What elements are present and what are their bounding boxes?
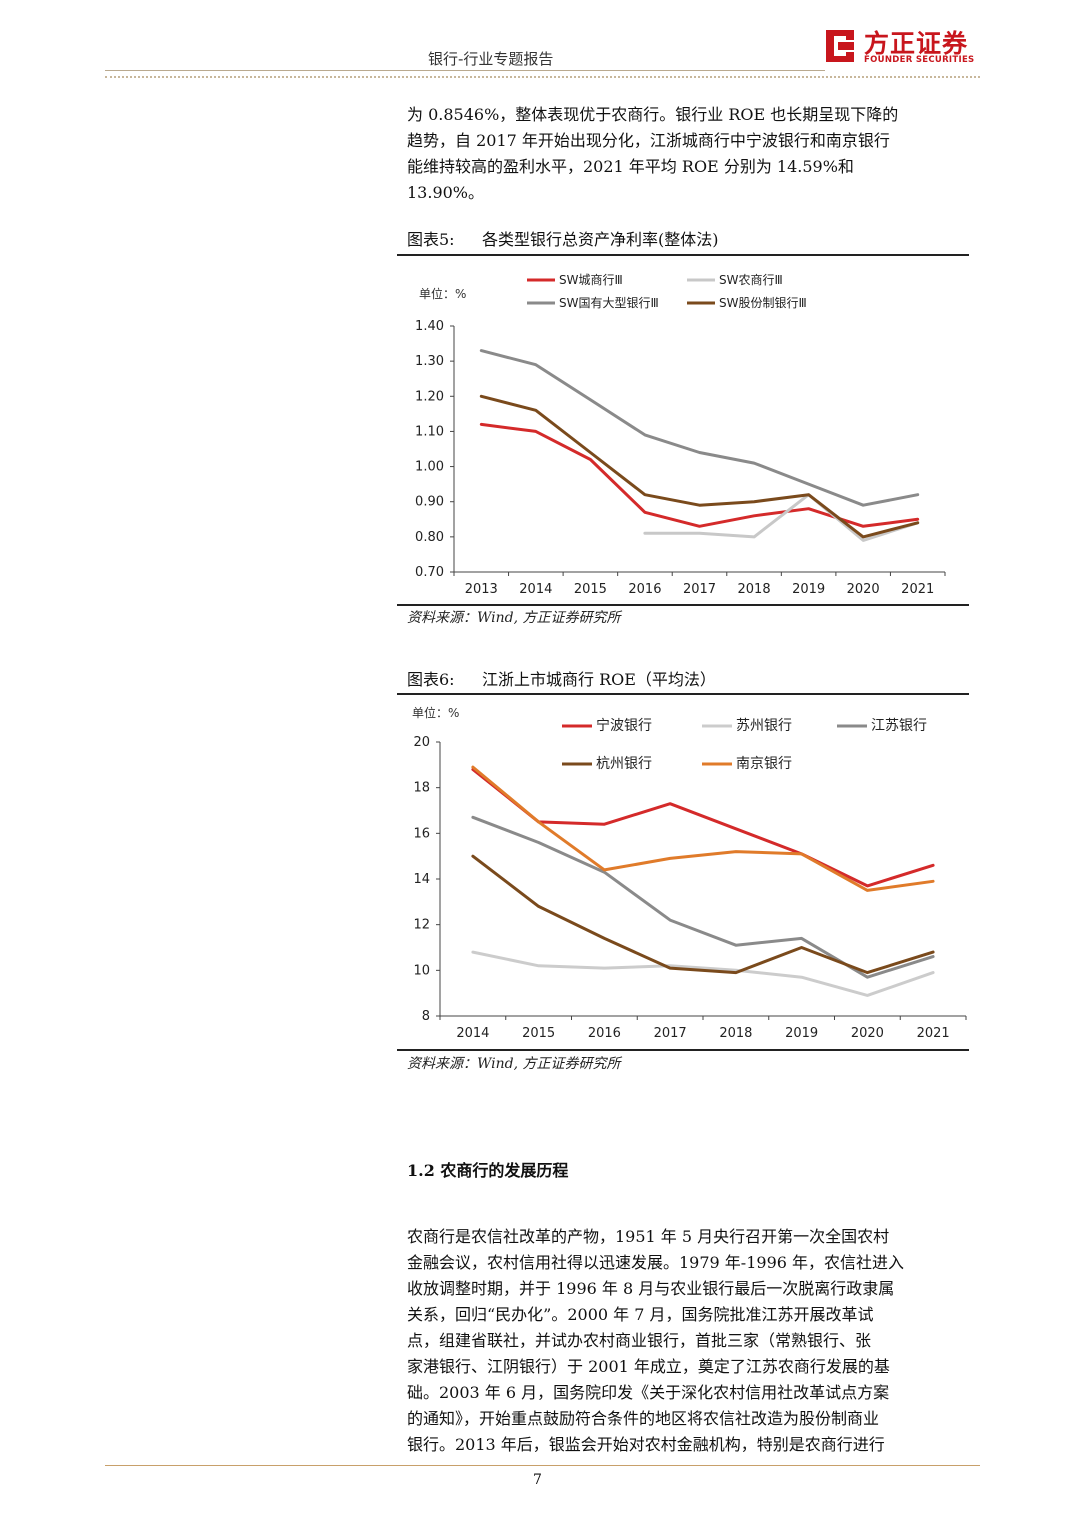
page-number: 7 <box>533 1472 542 1488</box>
section-heading: 1.2 农商行的发展历程 <box>407 1161 569 1180</box>
fig5-x-tick-label: 2016 <box>628 582 661 597</box>
figure6-source: 资料来源：Wind, 方正证券研究所 <box>407 1056 621 1072</box>
fig6-x-tick-label: 2015 <box>522 1026 555 1041</box>
header-rule <box>105 70 825 71</box>
fig6-legend-label: 苏州银行 <box>736 718 792 734</box>
fig5-series-line-0 <box>479 422 920 528</box>
fig6-series-line-2 <box>471 815 935 979</box>
body-paragraph-1: 为 0.8546%，整体表现优于农商行。银行业 ROE 也长期呈现下降的 趋势，… <box>407 105 899 202</box>
fig5-x-tick-label: 2015 <box>574 582 607 597</box>
fig5-legend-label: SW城商行Ⅲ <box>559 272 623 287</box>
fig5-x-tick-label: 2013 <box>465 582 498 597</box>
figure5-label: 图表5: <box>407 230 455 249</box>
logo-subtext: FOUNDER SECURITIES <box>864 55 975 65</box>
fig5-legend-label: SW股份制银行Ⅲ <box>719 296 807 310</box>
figure6-title-text: 江浙上市城商行 ROE（平均法） <box>482 670 716 689</box>
fig5-y-tick-label: 1.20 <box>415 389 444 404</box>
fig5-series-line-1 <box>643 493 920 542</box>
fig5-x-tick-label: 2018 <box>738 582 771 597</box>
fig5-y-tick-label: 1.10 <box>415 424 444 439</box>
fig6-x-tick-label: 2021 <box>917 1026 950 1041</box>
fig6-x-tick-label: 2016 <box>588 1026 621 1041</box>
report-header-title: 银行-行业专题报告 <box>428 50 554 68</box>
company-logo: 方正证券 FOUNDER SECURITIES <box>820 24 985 68</box>
fig6-series-line-1 <box>471 950 935 997</box>
figure6-chart-box: 单位：% 8 10 12 14 16 18 20 2014 2015 2016 2017 2018 201… <box>397 693 969 1051</box>
fig5-x-tick-label: 2014 <box>519 582 552 597</box>
fig6-x-tick-label: 2014 <box>456 1026 489 1041</box>
fig6-y-tick-label: 16 <box>413 826 430 841</box>
fig5-x-tick-label: 2017 <box>683 582 716 597</box>
fig6-series-line-0 <box>471 767 935 888</box>
fig5-x-tick-label: 2020 <box>847 582 880 597</box>
logo-text: 方正证券 <box>864 29 969 58</box>
fig6-legend-label: 杭州银行 <box>596 756 652 772</box>
fig6-y-tick-label: 8 <box>422 1009 430 1024</box>
fig5-x-tick-label: 2021 <box>901 582 934 597</box>
fig5-series-line-3 <box>479 394 920 539</box>
fig6-y-tick-label: 10 <box>413 963 430 978</box>
figure6-title: 图表6: 江浙上市城商行 ROE（平均法） <box>407 666 716 690</box>
figure6-line-chart: 单位：% 8 10 12 14 16 18 20 2014 2015 2016 2017 2018 201… <box>412 705 967 1041</box>
fig6-x-tick-label: 2018 <box>719 1026 752 1041</box>
fig5-unit-label: 单位：% <box>419 286 466 301</box>
founder-logo-icon <box>826 30 854 62</box>
fig5-y-tick-label: 1.00 <box>415 460 444 475</box>
fig6-x-tick-label: 2017 <box>654 1026 687 1041</box>
fig6-series-line-4 <box>471 765 935 892</box>
figure5-source: 资料来源：Wind, 方正证券研究所 <box>407 610 621 626</box>
fig5-y-tick-label: 1.40 <box>415 319 444 334</box>
fig5-legend-label: SW国有大型银行Ⅲ <box>559 296 659 310</box>
fig6-legend-label: 南京银行 <box>736 756 792 772</box>
fig6-series-line-3 <box>471 854 935 975</box>
header-dotted-rule <box>105 76 980 78</box>
fig6-x-tick-label: 2019 <box>785 1026 818 1041</box>
footer-rule <box>105 1465 980 1466</box>
fig5-x-tick-label: 2019 <box>792 582 825 597</box>
fig6-unit-label: 单位：% <box>412 705 459 720</box>
fig6-legend-label: 宁波银行 <box>596 717 652 734</box>
body-paragraph-2: 农商行是农信社改革的产物，1951 年 5 月央行召开第一次全国农村 金融会议，… <box>407 1227 905 1454</box>
fig5-y-tick-label: 0.80 <box>415 530 444 545</box>
fig5-y-tick-label: 1.30 <box>415 354 444 369</box>
fig6-y-tick-label: 20 <box>413 735 430 750</box>
fig6-y-tick-label: 18 <box>413 781 430 796</box>
figure6-label: 图表6: <box>407 670 455 689</box>
fig5-legend-label: SW农商行Ⅲ <box>719 272 783 287</box>
fig6-legend-label: 江苏银行 <box>871 718 927 734</box>
fig6-y-tick-label: 14 <box>413 872 430 887</box>
fig5-series-line-2 <box>479 349 920 507</box>
figure5-title: 图表5: 各类型银行总资产净利率(整体法) <box>407 226 719 250</box>
figure5-line-chart: 单位：% 0.70 0.80 0.90 1.00 1.10 1.20 1.30 1.40 2013… <box>415 272 946 597</box>
figure5-title-text: 各类型银行总资产净利率(整体法) <box>482 230 719 249</box>
fig5-y-tick-label: 0.70 <box>415 565 444 580</box>
fig6-y-tick-label: 12 <box>413 918 430 933</box>
figure5-chart-box: 单位：% 0.70 0.80 0.90 1.00 1.10 1.20 1.30 1.40 2013… <box>397 254 969 606</box>
fig6-x-tick-label: 2020 <box>851 1026 884 1041</box>
fig5-y-tick-label: 0.90 <box>415 495 444 510</box>
